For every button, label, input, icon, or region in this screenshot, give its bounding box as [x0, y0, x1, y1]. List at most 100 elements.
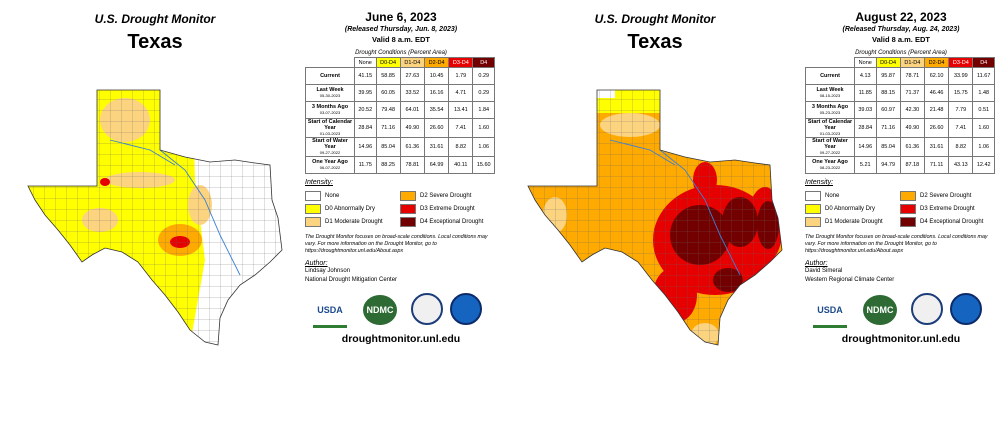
column-header: D0-D4	[375, 57, 401, 68]
row-label: Last Week 05-30-2023	[305, 84, 355, 102]
cell-value: 79.48	[375, 101, 401, 119]
cell-value: 71.37	[899, 84, 925, 102]
row-name: Start of Calendar Year	[307, 119, 353, 131]
cell-value: 61.36	[899, 137, 925, 157]
row-name: Start of Water Year	[312, 138, 348, 150]
legend-label: None	[325, 192, 340, 199]
legend-item: D4 Exceptional Drought	[400, 215, 495, 228]
legend-label: D2 Severe Drought	[420, 192, 472, 199]
row-label: Start of Water Year 09-27-2022	[805, 137, 855, 157]
cell-value: 41.15	[354, 67, 377, 85]
cell-value: 88.15	[875, 84, 901, 102]
legend-item: D3 Extreme Drought	[900, 202, 995, 215]
legend-label: D3 Extreme Drought	[920, 205, 975, 212]
logo: USDA	[813, 295, 847, 328]
row-name: Current	[320, 73, 340, 79]
info-column: June 6, 2023 (Released Thursday, Jun. 8, …	[305, 10, 497, 345]
intensity-title: Intensity:	[805, 179, 834, 186]
legend-item: D2 Severe Drought	[900, 189, 995, 202]
drought-areas	[28, 90, 282, 345]
cell-value: 8.82	[448, 137, 474, 157]
cell-value: 78.71	[899, 67, 925, 85]
legend: None D0 Abnormally Dry D1 Moderate Drought…	[305, 189, 497, 228]
cell-value: 64.01	[399, 101, 425, 119]
cell-value: 7.41	[448, 118, 474, 138]
author-name: David Simeral	[805, 268, 843, 274]
cell-value: 28.84	[354, 118, 377, 138]
author-name: Lindsay Johnson	[305, 268, 351, 274]
column-header: D3-D4	[948, 57, 974, 68]
logo	[411, 293, 443, 325]
table-row: Start of Water Year 09-27-2022 14.96 85.04 6…	[805, 137, 995, 157]
row-date: 05-23-2023	[819, 110, 841, 115]
column-header: None	[354, 57, 377, 68]
table-row: Last Week 05-30-2023 39.95 60.05 33.52 16.16 4…	[305, 84, 495, 102]
legend-swatch	[900, 190, 916, 201]
logo	[950, 293, 982, 325]
info-column: August 22, 2023 (Released Thursday, Aug. …	[805, 10, 997, 345]
cell-value: 95.87	[875, 67, 901, 85]
cell-value: 26.60	[423, 118, 450, 138]
cell-value: 87.18	[899, 156, 925, 174]
cell-value: 4.13	[854, 67, 877, 85]
legend-swatch	[400, 216, 416, 227]
legend-label: D4 Exceptional Drought	[920, 218, 984, 225]
legend-label: None	[825, 192, 840, 199]
row-label: Start of Calendar Year 01-03-2023	[805, 118, 855, 138]
row-name: Last Week	[316, 87, 344, 93]
cell-value: 1.48	[972, 84, 995, 102]
cell-value: 0.29	[472, 84, 495, 102]
cell-value: 60.97	[875, 101, 901, 119]
row-label: One Year Ago 08-23-2022	[805, 156, 855, 174]
column-header: D4	[972, 57, 995, 68]
cell-value: 46.46	[923, 84, 950, 102]
column-header: D1-D4	[899, 57, 925, 68]
row-label: One Year Ago 06-07-2022	[305, 156, 355, 174]
row-label: Start of Calendar Year 01-03-2023	[305, 118, 355, 138]
row-date: 01-03-2023	[819, 131, 841, 136]
row-name: Start of Water Year	[812, 138, 848, 150]
legend-item: D1 Moderate Drought	[305, 215, 400, 228]
table-caption: Drought Conditions (Percent Area)	[355, 50, 447, 56]
table-row: Start of Calendar Year 01-03-2023 28.84 71.…	[805, 118, 995, 138]
cell-value: 49.90	[399, 118, 425, 138]
cell-value: 8.82	[948, 137, 974, 157]
cell-value: 0.29	[472, 67, 495, 85]
cell-value: 49.90	[899, 118, 925, 138]
cell-value: 85.04	[875, 137, 901, 157]
table-row: One Year Ago 06-07-2022 11.75 88.25 78.81 64.…	[305, 156, 495, 174]
table-row: Start of Calendar Year 01-03-2023 28.84 71.…	[305, 118, 495, 138]
table-row: Current 41.15 58.85 27.63 10.45 1.79 0.29	[305, 67, 495, 85]
row-label: 3 Months Ago 05-23-2023	[805, 101, 855, 119]
legend-item: D4 Exceptional Drought	[900, 215, 995, 228]
legend-item: None	[805, 189, 900, 202]
legend-swatch	[900, 216, 916, 227]
legend-swatch	[400, 203, 416, 214]
cell-value: 1.06	[972, 137, 995, 157]
cell-value: 88.25	[375, 156, 401, 174]
legend-label: D3 Extreme Drought	[420, 205, 475, 212]
legend-item: D0 Abnormally Dry	[305, 202, 400, 215]
row-date: 09-27-2022	[319, 150, 341, 155]
website-url: droughtmonitor.unl.edu	[341, 333, 461, 345]
cell-value: 7.41	[948, 118, 974, 138]
cell-value: 62.10	[923, 67, 950, 85]
state-title: Texas	[127, 31, 183, 53]
row-name: Current	[820, 73, 840, 79]
cell-value: 31.61	[423, 137, 450, 157]
row-label: Current	[305, 67, 355, 85]
row-label: 3 Months Ago 03-07-2023	[305, 101, 355, 119]
logo: NDMC	[863, 295, 897, 325]
panel: June 6, 2023 (Released Thursday, Jun. 8, …	[27, 10, 497, 346]
valid-time: Valid 8 a.m. EDT	[872, 35, 930, 44]
cell-value: 1.79	[448, 67, 474, 85]
table-row: 3 Months Ago 03-07-2023 20.52 79.48 64.01 35.…	[305, 101, 495, 119]
cell-value: 61.36	[399, 137, 425, 157]
author-title: Author:	[305, 260, 328, 267]
cell-value: 42.30	[899, 101, 925, 119]
legend-swatch	[805, 190, 821, 201]
legend-item: D1 Moderate Drought	[805, 215, 900, 228]
logo	[450, 293, 482, 325]
cell-value: 71.16	[875, 118, 901, 138]
